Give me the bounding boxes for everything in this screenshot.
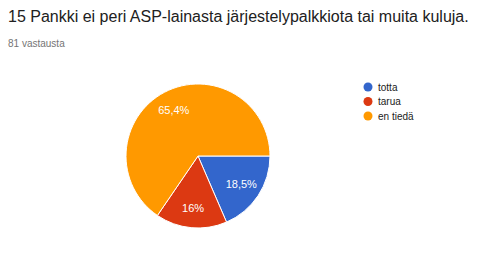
legend-label: totta xyxy=(378,82,398,93)
legend-label: tarua xyxy=(378,96,401,107)
data-label: 65,4% xyxy=(158,104,189,116)
chart-svg: 15 Pankki ei peri ASP-lainasta järjestel… xyxy=(0,0,480,256)
title: 15 Pankki ei peri ASP-lainasta järjestel… xyxy=(8,8,469,25)
data-label: 18,5% xyxy=(226,178,257,190)
pie-slice xyxy=(126,84,270,215)
subtitle: 81 vastausta xyxy=(8,38,65,49)
background xyxy=(0,0,480,256)
legend-swatch xyxy=(364,83,373,92)
chart-container: 15 Pankki ei peri ASP-lainasta järjestel… xyxy=(0,0,480,256)
legend-swatch xyxy=(364,112,373,121)
legend-label: en tiedä xyxy=(378,111,414,122)
data-label: 16% xyxy=(182,202,204,214)
legend: totta tarua en tiedä xyxy=(364,82,415,122)
legend-swatch xyxy=(364,97,373,106)
data-labels: 18,5% 16% 65,4% xyxy=(158,104,257,213)
pie xyxy=(126,84,270,228)
